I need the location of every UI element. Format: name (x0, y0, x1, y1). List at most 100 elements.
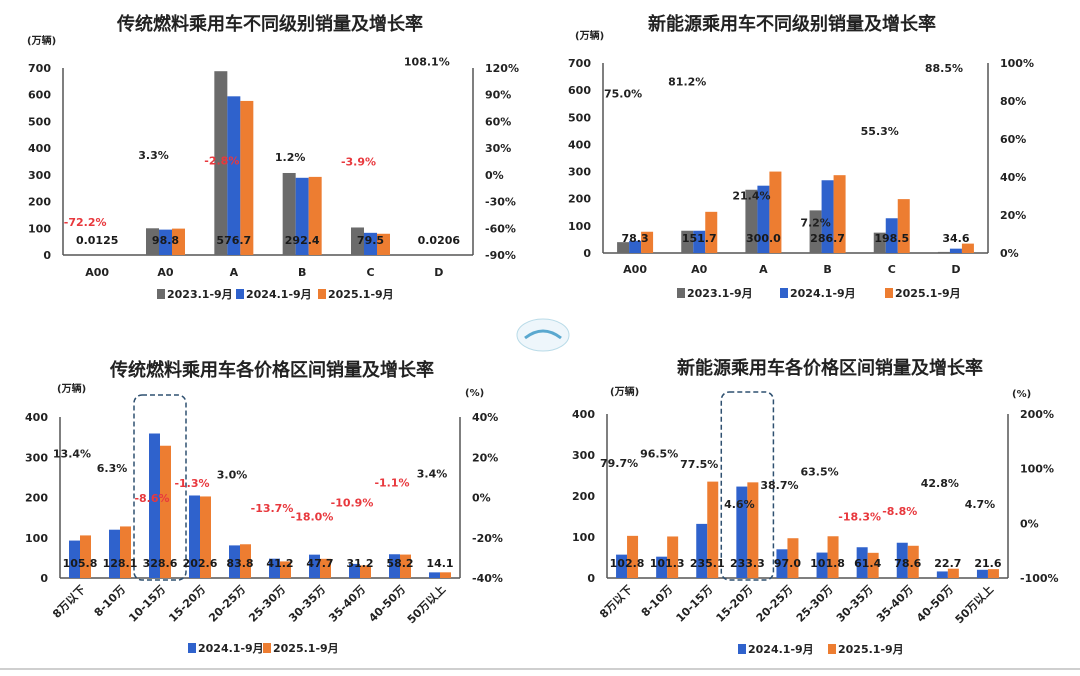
growth-label: 3.3% (138, 149, 169, 162)
growth-label: 4.6% (724, 498, 755, 511)
value-label: 97.0 (774, 557, 801, 570)
category-label: 8万以下 (50, 583, 88, 621)
bar-blue (937, 571, 948, 578)
legend-swatch-blue (236, 289, 244, 299)
y-tick-label: 400 (25, 411, 48, 424)
legend-swatch-blue (738, 644, 746, 654)
growth-label: 6.3% (97, 462, 128, 475)
value-label: 198.5 (874, 232, 909, 245)
bar-orange (948, 569, 959, 578)
y2-tick-label: -30% (485, 196, 516, 209)
value-label: 101.8 (810, 557, 845, 570)
category-label: A0 (691, 263, 708, 276)
y-tick-label: 200 (28, 196, 51, 209)
category-label: 15-20万 (714, 583, 756, 625)
legend-label: 2024.1-9月 (790, 287, 856, 300)
value-label: 105.8 (63, 557, 98, 570)
legend-label: 2025.1-9月 (273, 642, 339, 655)
legend-swatch-orange (263, 643, 271, 653)
category-label: A00 (623, 263, 647, 276)
y2-tick-label: 0% (485, 169, 504, 182)
legend-label: 2024.1-9月 (246, 288, 312, 301)
category-label: B (823, 263, 831, 276)
growth-label: -13.7% (251, 502, 294, 515)
y2-tick-label: 200% (1020, 408, 1054, 421)
growth-label: -1.3% (174, 477, 209, 490)
value-label: 14.1 (426, 557, 453, 570)
y-tick-label: 200 (572, 490, 595, 503)
category-label: 30-35万 (834, 583, 876, 625)
legend-label: 2024.1-9月 (198, 642, 264, 655)
chart-2: 新能源乘用车不同级别销量及增长率(万辆)01002003004005006007… (568, 13, 1034, 300)
category-label: 20-25万 (754, 583, 796, 625)
bar-orange (240, 101, 253, 255)
y-tick-label: 300 (568, 166, 591, 179)
category-label: A (230, 266, 239, 279)
value-label: 31.2 (346, 557, 373, 570)
legend-swatch-blue (780, 288, 788, 298)
value-label: 292.4 (285, 234, 320, 247)
y-axis-unit: (万辆) (610, 385, 639, 398)
y-tick-label: 300 (25, 451, 48, 464)
category-label: 50万以上 (404, 582, 448, 626)
value-label: 151.7 (682, 232, 717, 245)
growth-label: -8.8% (882, 505, 917, 518)
category-label: 25-30万 (794, 583, 836, 625)
y-tick-label: 200 (25, 492, 48, 505)
y-tick-label: 100 (572, 531, 595, 544)
category-label: C (366, 266, 374, 279)
y-tick-label: 700 (568, 57, 591, 70)
y2-tick-label: -20% (472, 532, 503, 545)
bar-blue (429, 572, 440, 578)
category-label: A0 (157, 266, 174, 279)
category-label: 10-15万 (674, 583, 716, 625)
y-axis-unit: (万辆) (575, 29, 604, 42)
y-tick-label: 0 (587, 572, 595, 585)
growth-label: -3.9% (341, 155, 376, 168)
category-label: 8-10万 (92, 583, 128, 619)
growth-label: 108.1% (404, 56, 450, 69)
y2-tick-label: 0% (1000, 247, 1019, 260)
y2-tick-label: 0% (1020, 517, 1039, 530)
growth-label: 4.7% (965, 498, 996, 511)
y-tick-label: 100 (568, 220, 591, 233)
legend-swatch-gray (157, 289, 165, 299)
growth-label: -10.9% (331, 496, 374, 509)
y2-tick-label: 40% (472, 411, 498, 424)
category-label: 25-30万 (246, 583, 288, 625)
legend-label: 2024.1-9月 (748, 643, 814, 656)
y2-axis-unit: (%) (1012, 389, 1031, 400)
y2-tick-label: 20% (472, 451, 498, 464)
center-logo (517, 319, 569, 351)
growth-label: -2.8% (204, 154, 239, 167)
value-label: 78.3 (622, 232, 649, 245)
chart-title: 新能源乘用车各价格区间销量及增长率 (677, 357, 983, 379)
y-tick-label: 700 (28, 62, 51, 75)
category-label: 35-40万 (326, 583, 368, 625)
growth-label: 1.2% (275, 151, 306, 164)
category-label: 8万以下 (597, 583, 635, 621)
legend-label: 2023.1-9月 (687, 287, 753, 300)
y-tick-label: 400 (568, 138, 591, 151)
growth-label: -18.3% (838, 510, 881, 523)
value-label: 41.2 (266, 557, 293, 570)
bar-orange (988, 569, 999, 578)
chart-title: 传统燃料乘用车不同级别销量及增长率 (116, 13, 423, 35)
growth-label: 63.5% (800, 466, 838, 479)
growth-label: -72.2% (64, 216, 107, 229)
value-label: 0.0206 (418, 234, 461, 247)
y-tick-label: 400 (572, 408, 595, 421)
legend-label: 2023.1-9月 (167, 288, 233, 301)
y-tick-label: 0 (43, 249, 51, 262)
growth-label: 79.7% (600, 457, 638, 470)
value-label: 47.7 (306, 557, 333, 570)
legend-label: 2025.1-9月 (838, 643, 904, 656)
chart-3: 传统燃料乘用车各价格区间销量及增长率(万辆)(%)0100200300400-4… (25, 359, 503, 655)
value-label: 21.6 (974, 557, 1001, 570)
y2-tick-label: 40% (1000, 171, 1026, 184)
value-label: 328.6 (143, 557, 178, 570)
bar-blue (227, 96, 240, 255)
bar-blue (109, 530, 120, 578)
growth-label: -1.1% (374, 477, 409, 490)
legend-swatch-orange (828, 644, 836, 654)
